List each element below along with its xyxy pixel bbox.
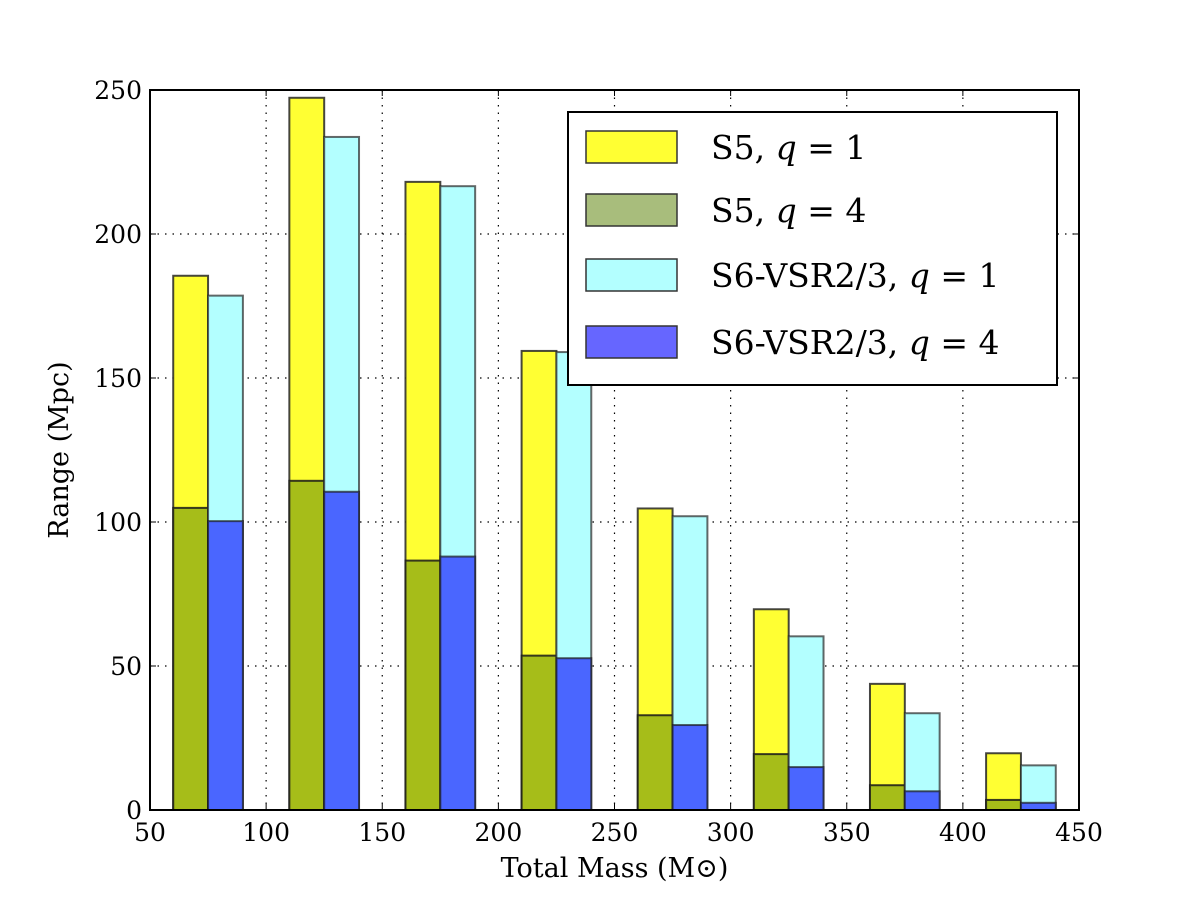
- y-tick-label: 200: [94, 220, 142, 249]
- bar-s6-vsr2-3-q-4-3: [555, 657, 593, 811]
- legend-swatch: [585, 193, 678, 227]
- legend-label: S6-VSR2/3, q = 1: [711, 256, 1000, 295]
- legend-item: S6-VSR2/3, q = 1: [585, 256, 1000, 295]
- x-tick-label: 100: [242, 818, 290, 847]
- x-tick-label: 50: [134, 818, 166, 847]
- legend-item: S5, q = 4: [585, 191, 866, 230]
- bar-s5-q-4-4: [636, 714, 674, 811]
- bar-s6-vsr2-3-q-4-7: [1019, 801, 1057, 811]
- bar-s5-q-4-0: [172, 506, 210, 811]
- bar-s5-q-4-7: [985, 798, 1022, 811]
- bar-s6-vsr2-3-q-4-2: [439, 555, 477, 811]
- bar-s6-vsr2-3-q-4-0: [207, 520, 244, 811]
- x-tick-label: 150: [358, 818, 406, 847]
- legend-swatch: [585, 130, 678, 164]
- legend-label: S6-VSR2/3, q = 4: [711, 323, 1000, 362]
- legend-item: S5, q = 1: [585, 128, 866, 167]
- bar-s6-vsr2-3-q-4-5: [787, 766, 825, 812]
- legend-label: S5, q = 1: [711, 128, 866, 167]
- x-ticks: 50 100 150 200 250 300 350 400 450: [134, 90, 1103, 847]
- legend: S5, q = 1 S5, q = 4 S6-VSR2/3, q = 1 S6-VSR…: [567, 111, 1058, 386]
- x-tick-label: 450: [1055, 818, 1103, 847]
- legend-swatch: [585, 325, 678, 359]
- x-tick-label: 350: [823, 818, 871, 847]
- bar-s6-vsr2-3-q-4-4: [671, 724, 709, 811]
- y-tick-label: 50: [110, 652, 142, 681]
- bar-s6-vsr2-3-q-4-6: [903, 790, 941, 812]
- bar-s5-q-4-1: [288, 479, 326, 811]
- bar-s5-q-4-2: [404, 559, 442, 811]
- y-ticks: 0 50 100 150 200 250: [94, 76, 1079, 825]
- bar-s5-q-4-6: [868, 784, 906, 811]
- y-tick-label: 0: [126, 796, 142, 825]
- bar-s5-q-4-3: [520, 654, 558, 812]
- x-tick-label: 250: [591, 818, 639, 847]
- y-axis-label: Range (Mpc): [44, 361, 75, 538]
- x-tick-label: 300: [707, 818, 755, 847]
- bar-s5-q-4-5: [752, 753, 790, 811]
- legend-label: S5, q = 4: [711, 191, 866, 230]
- y-tick-label: 250: [94, 76, 142, 105]
- x-axis-label: Total Mass (M⊙): [501, 853, 729, 884]
- bars: [172, 96, 1057, 812]
- x-tick-label: 400: [939, 818, 987, 847]
- bar-s6-vsr2-3-q-4-1: [323, 490, 361, 811]
- x-tick-label: 200: [475, 818, 523, 847]
- y-tick-label: 150: [94, 364, 142, 393]
- y-tick-label: 100: [94, 508, 142, 537]
- legend-item: S6-VSR2/3, q = 4: [585, 323, 1000, 362]
- legend-swatch: [585, 258, 678, 292]
